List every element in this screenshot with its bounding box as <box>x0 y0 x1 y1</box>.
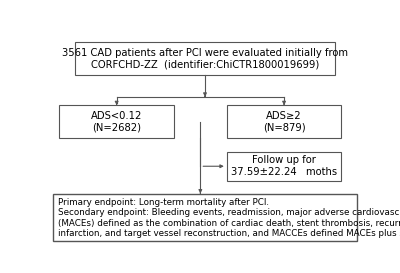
Text: ADS<0.12
(N=2682): ADS<0.12 (N=2682) <box>91 111 142 132</box>
Bar <box>53 194 357 241</box>
Bar <box>227 152 341 181</box>
Text: 3561 CAD patients after PCI were evaluated initially from
CORFCHD-ZZ  (identifie: 3561 CAD patients after PCI were evaluat… <box>62 48 348 69</box>
Text: Primary endpoint: Long-term mortality after PCI.
Secondary endpoint: Bleeding ev: Primary endpoint: Long-term mortality af… <box>58 198 400 238</box>
Bar <box>227 105 341 138</box>
Bar <box>75 42 335 75</box>
Text: Follow up for
37.59±22.24   moths: Follow up for 37.59±22.24 moths <box>231 155 337 177</box>
Bar <box>59 105 174 138</box>
Text: ADS≥2
(N=879): ADS≥2 (N=879) <box>263 111 305 132</box>
